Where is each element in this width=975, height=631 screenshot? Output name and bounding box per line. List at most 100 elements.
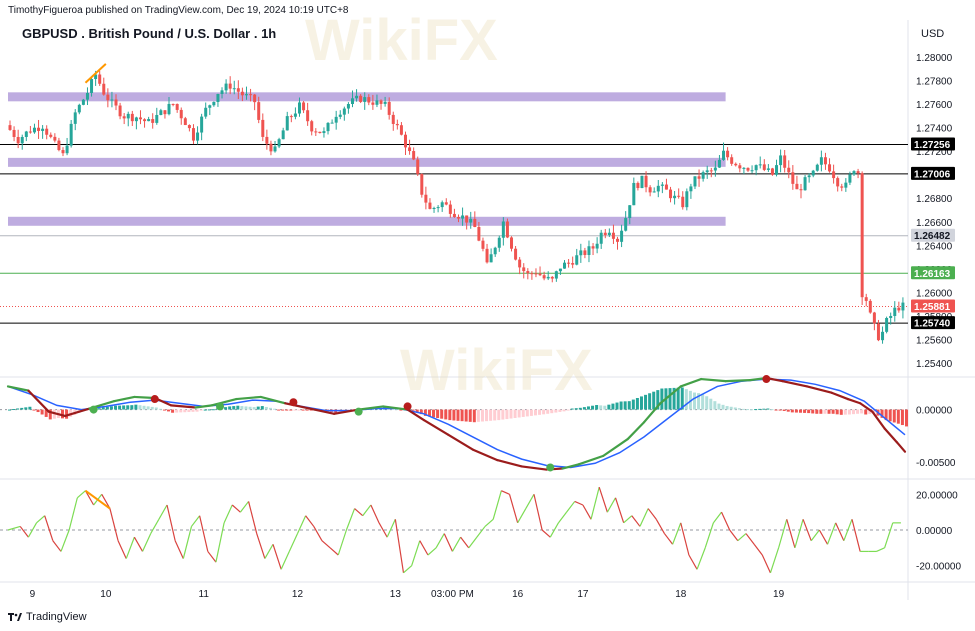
candle-body [355,95,359,99]
candle-body [652,191,656,193]
macd-histogram-bar [138,405,142,410]
candle-body [648,187,652,193]
candle-body [236,88,240,92]
oscillator-line-segment [239,501,250,513]
oscillator-line-segment [680,522,690,556]
oscillator-line-segment [150,518,160,534]
oscillator-line-segment [688,554,698,570]
oscillator-line-segment [370,504,380,524]
macd-histogram-bar [741,408,745,410]
candle-body [501,221,505,238]
candle-body [106,94,110,101]
macd-histogram-bar [497,409,501,421]
candle-body [69,123,73,146]
macd-histogram-bar [236,405,240,410]
macd-histogram-bar [672,387,676,410]
macd-histogram-bar [631,399,635,410]
oscillator-line-segment [484,518,494,527]
macd-histogram-bar [627,401,631,410]
oscillator-line-segment [44,515,54,541]
candle-body [204,107,208,117]
macd-histogram-bar [758,408,762,410]
candle-body [334,116,338,123]
macd-histogram-bar [509,409,513,419]
macd-histogram-bar [782,409,786,411]
candle-body [444,202,448,205]
candle-body [550,276,554,279]
oscillator-line-segment [27,522,38,538]
oscillator-line-segment [753,543,763,556]
candle-body [758,164,762,166]
macd-histogram-bar [456,409,460,421]
macd-histogram-bar [423,409,427,416]
macd-histogram-bar [900,409,904,426]
macd-histogram-bar [232,406,236,410]
macd-histogram-bar [517,409,521,418]
oscillator-line-segment [818,529,829,545]
candle-body [514,248,518,260]
macd-histogram-bar [607,404,611,410]
tradingview-brand[interactable]: TradingView [8,611,87,623]
resistance-zone [8,92,726,102]
candle-body [901,302,905,311]
oscillator-line-segment [492,490,502,520]
candle-body [860,173,864,298]
candle-body [73,112,77,124]
macd-histogram-bar [36,409,40,413]
candle-body [591,246,595,249]
candle-body [469,218,473,223]
macd-histogram-bar [195,409,199,412]
candle-body [257,102,261,120]
macd-histogram-bar [248,406,252,410]
oscillator-line-segment [443,533,453,552]
macd-histogram-bar [807,409,811,414]
candle-body [151,119,155,123]
price-tick-label: 1.26600 [916,218,953,229]
candle-body [811,170,815,176]
macd-cross-marker [762,375,771,384]
macd-histogram-bar [851,409,855,415]
macd-histogram-bar [105,406,109,410]
oscillator-line-segment [52,540,62,552]
oscillator-line-segment [476,526,486,538]
candle-body [371,102,375,105]
macd-line-segment [63,407,91,417]
oscillator-line-segment [851,519,861,552]
macd-histogram-bar [888,409,892,422]
macd-histogram-bar [538,409,542,415]
candle-body [836,178,840,187]
candle-body [522,267,526,272]
oscillator-line-segment [117,540,127,559]
candle-body [314,131,318,133]
candle-body [326,122,330,132]
candle-body [253,94,257,103]
candle-body [359,95,363,102]
candle-body [713,167,717,171]
macd-line-segment [642,402,662,424]
macd-line-segment [724,379,752,383]
price-tick-label: 1.26400 [916,241,953,252]
macd-histogram-bar [864,409,868,415]
candle-body [832,171,836,179]
candle-body [742,167,746,169]
symbol-title[interactable]: GBPUSD . British Pound / U.S. Dollar . 1… [22,26,277,41]
macd-histogram-bar [872,409,876,414]
macd-histogram-bar [847,409,851,415]
candle-body [16,136,20,144]
macd-histogram-bar [468,409,472,422]
price-tick-label: 1.28000 [916,53,953,64]
candle-body [281,130,285,140]
candle-body [628,205,632,219]
macd-line-segment [284,402,311,410]
macd-line-segment [561,463,580,470]
macd-cross-marker [403,402,412,411]
candle-body [746,167,750,171]
candle-body [277,139,281,147]
macd-histogram-bar [48,409,52,420]
candle-body [212,101,216,106]
oscillator-line-segment [19,526,29,538]
macd-cross-marker [89,405,98,414]
candle-body [775,165,779,175]
macd-histogram-bar [798,409,802,413]
oscillator-line-segment [386,519,396,538]
